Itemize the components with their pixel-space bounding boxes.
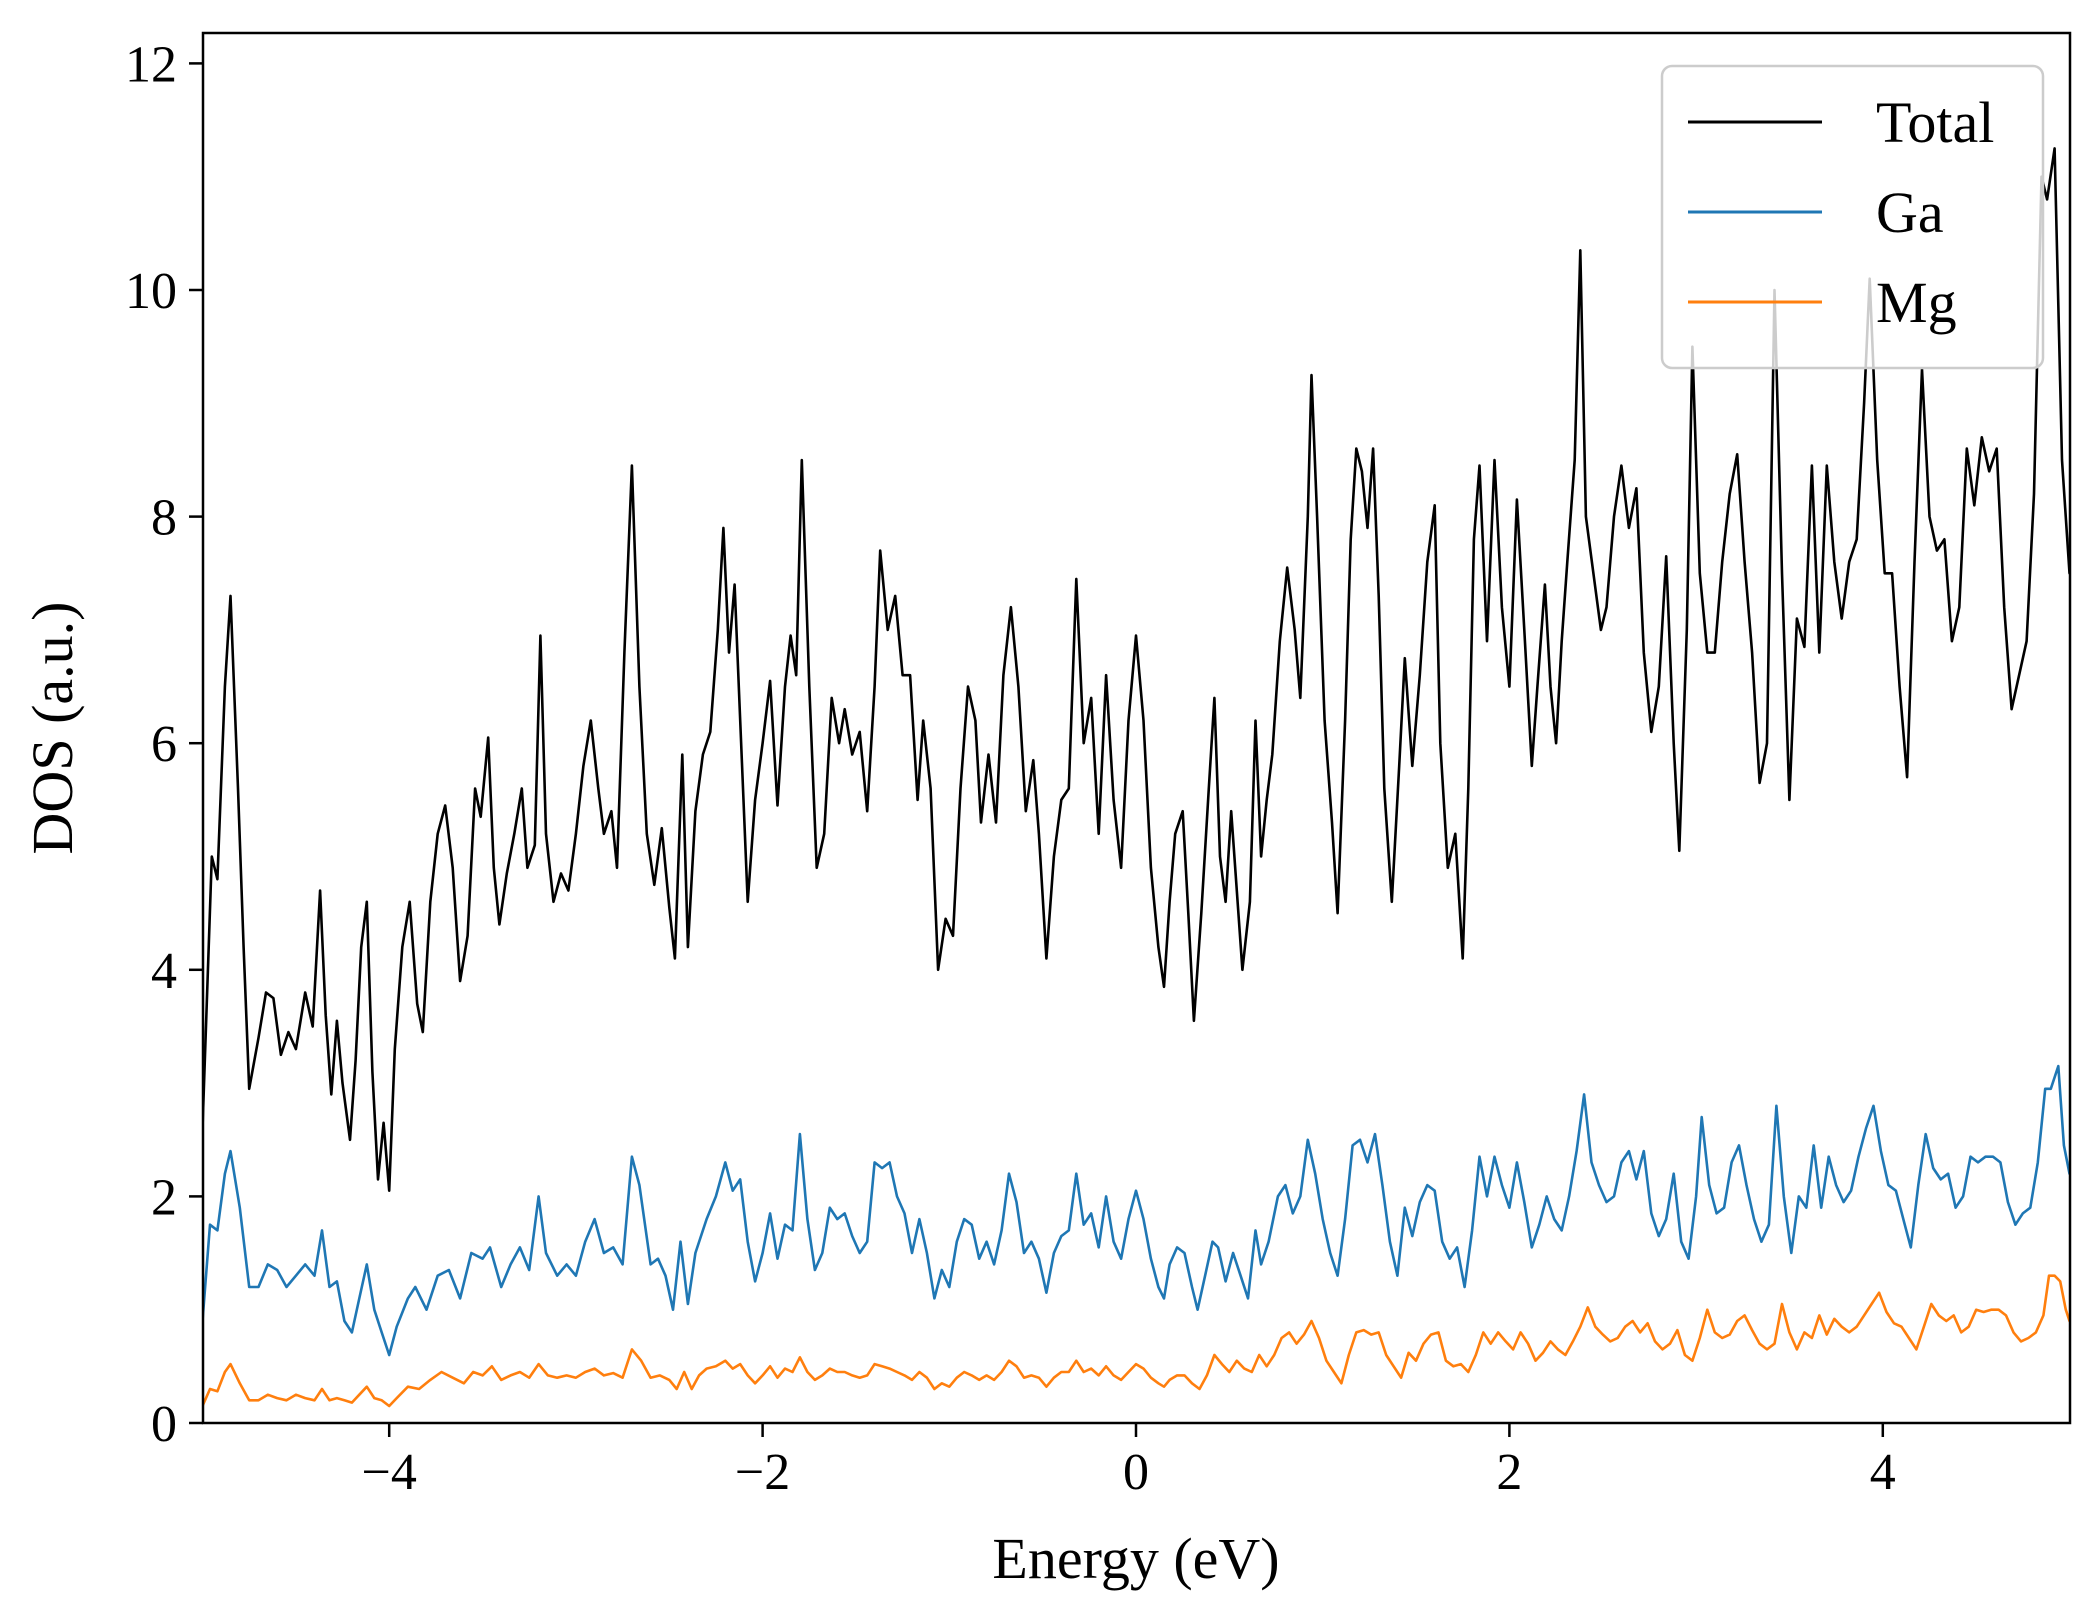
y-axis: 0 2 4 6 8 10 12 [125,36,203,1453]
series-line-total [203,147,2070,1192]
series-layer [203,147,2070,1408]
series-line-mg [203,1274,2070,1408]
y-tick-label: 0 [151,1396,177,1453]
y-axis-label: DOS (a.u.) [20,602,85,855]
x-tick-label: −2 [735,1444,790,1501]
series-line-ga [203,1064,2070,1357]
y-tick-label: 10 [125,263,177,320]
x-tick-label: 4 [1870,1444,1896,1501]
legend-label-ga: Ga [1876,180,1944,245]
x-axis: −4 −2 0 2 4 [362,1423,1896,1501]
x-tick-label: 0 [1123,1444,1149,1501]
x-tick-label: 2 [1496,1444,1522,1501]
y-tick-label: 4 [151,943,177,1000]
legend: Total Ga Mg [1660,64,2045,370]
x-axis-label: Energy (eV) [992,1526,1279,1591]
y-tick-label: 12 [125,36,177,93]
legend-label-total: Total [1876,90,1994,155]
y-tick-label: 2 [151,1169,177,1226]
y-tick-label: 8 [151,490,177,547]
legend-box [1660,64,2045,370]
legend-label-mg: Mg [1876,270,1957,335]
x-tick-label: −4 [362,1444,417,1501]
y-tick-label: 6 [151,716,177,773]
